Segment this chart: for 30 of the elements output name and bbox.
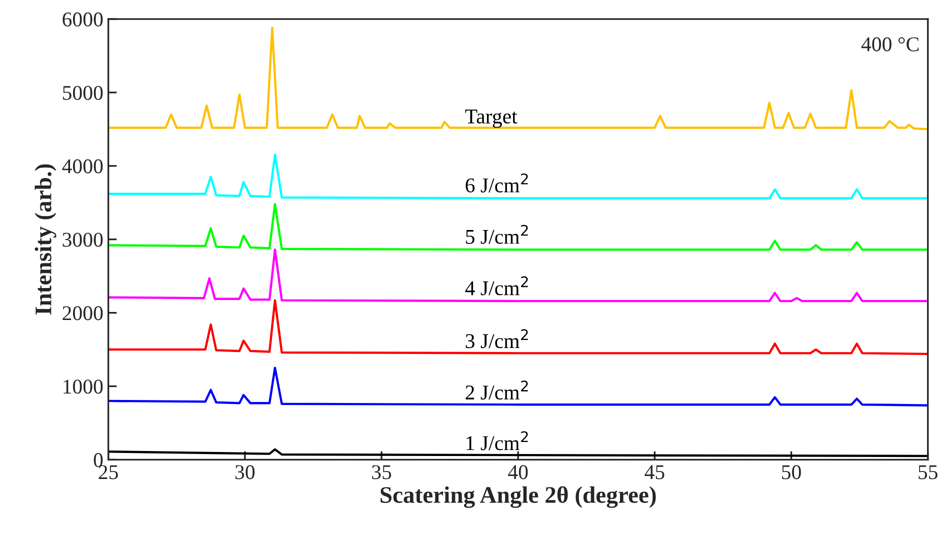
line-series (108, 366, 928, 406)
y-tick-label: 4000 (62, 159, 103, 174)
x-axis-title: Scatering Angle 2θ (degree) (380, 486, 656, 508)
x-tick-label: 35 (372, 465, 392, 480)
y-tick-label: 5000 (63, 86, 103, 100)
x-tick-label: 40 (508, 465, 528, 480)
y-tick-label: 2000 (62, 306, 103, 320)
y-tick-label: 1000 (64, 380, 103, 394)
line-series (108, 154, 928, 200)
annotation: 400 °C (861, 37, 919, 52)
series-label: Target (465, 110, 518, 128)
x-tick-label: 50 (782, 465, 801, 480)
series-label: 1 J/cm$^{2}$ (466, 431, 528, 450)
series-label: 6 J/cm$^{2}$ (466, 173, 528, 192)
x-tick-label: 25 (98, 465, 118, 480)
y-tick-label: 6000 (62, 12, 103, 26)
series-label: 3 J/cm$^{2}$ (466, 329, 528, 348)
y-axis-title: Intensity (arb.) (34, 164, 56, 315)
line-series (108, 299, 928, 356)
x-tick-label: 55 (918, 465, 938, 480)
y-tick-label: 3000 (62, 232, 103, 247)
line-series (108, 203, 928, 251)
series-label: 5 J/cm$^{2}$ (466, 224, 528, 244)
x-tick-label: 45 (644, 465, 664, 480)
x-tick-label: 30 (236, 465, 255, 480)
y-tick-label: 0 (94, 453, 103, 468)
series-label: 2 J/cm$^{2}$ (466, 380, 528, 400)
line-series (108, 248, 928, 302)
series-label: 4 J/cm$^{2}$ (465, 276, 528, 296)
line-series (108, 26, 928, 130)
